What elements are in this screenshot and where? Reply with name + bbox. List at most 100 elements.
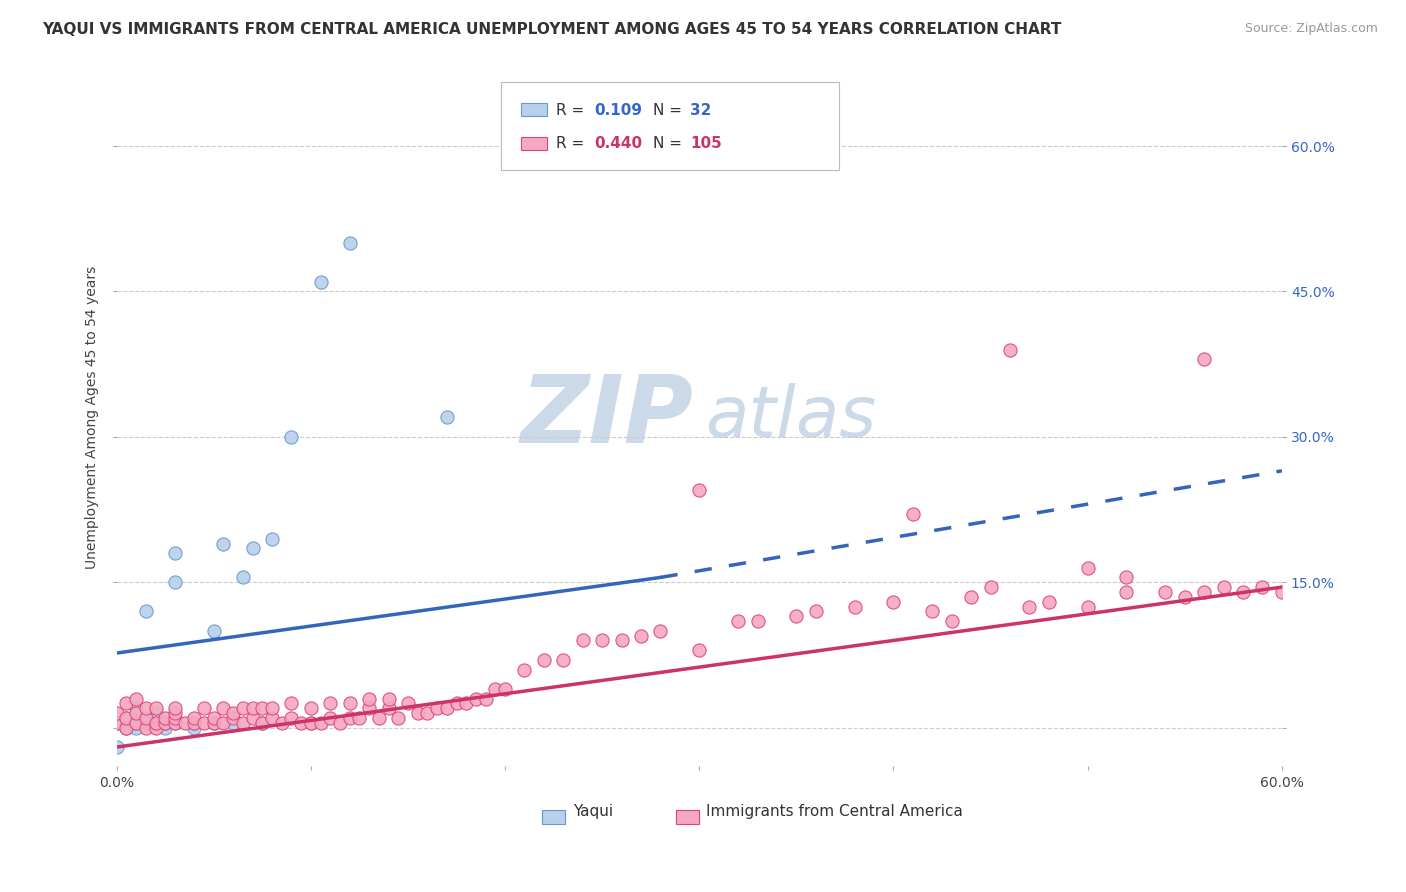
Text: 105: 105	[690, 136, 721, 152]
Point	[163, 715, 186, 730]
Point	[309, 275, 332, 289]
Point	[193, 701, 215, 715]
Point	[299, 715, 322, 730]
Point	[193, 715, 215, 730]
Point	[513, 663, 536, 677]
Point	[280, 711, 302, 725]
Point	[446, 697, 468, 711]
Point	[1077, 560, 1099, 574]
Point	[1154, 585, 1177, 599]
Point	[591, 633, 613, 648]
Point	[299, 701, 322, 715]
Text: Source: ZipAtlas.com: Source: ZipAtlas.com	[1244, 22, 1378, 36]
Point	[202, 711, 225, 725]
Point	[339, 711, 361, 725]
Text: Yaqui: Yaqui	[574, 805, 613, 820]
Point	[183, 715, 205, 730]
Point	[115, 721, 138, 735]
Point	[145, 701, 167, 715]
Point	[747, 614, 769, 628]
Point	[163, 546, 186, 560]
Point	[299, 715, 322, 730]
Point	[882, 595, 904, 609]
Point	[436, 410, 458, 425]
Point	[436, 701, 458, 715]
Point	[232, 701, 254, 715]
Text: Immigrants from Central America: Immigrants from Central America	[706, 805, 963, 820]
Point	[1115, 570, 1137, 584]
FancyBboxPatch shape	[676, 811, 699, 824]
Point	[212, 536, 235, 550]
Point	[105, 706, 128, 721]
Point	[222, 715, 245, 730]
Point	[212, 715, 235, 730]
Point	[163, 715, 186, 730]
Point	[533, 653, 555, 667]
Point	[125, 691, 148, 706]
Point	[804, 604, 827, 618]
Point	[242, 541, 264, 556]
Point	[280, 697, 302, 711]
Point	[135, 711, 157, 725]
Point	[115, 711, 138, 725]
Point	[396, 697, 419, 711]
Point	[260, 711, 283, 725]
Point	[484, 681, 506, 696]
Point	[727, 614, 749, 628]
Point	[474, 691, 496, 706]
Point	[377, 701, 399, 715]
Point	[183, 715, 205, 730]
FancyBboxPatch shape	[501, 82, 839, 169]
Point	[183, 711, 205, 725]
FancyBboxPatch shape	[522, 136, 547, 150]
Point	[183, 721, 205, 735]
Point	[960, 590, 983, 604]
Point	[163, 701, 186, 715]
Point	[222, 706, 245, 721]
Point	[387, 711, 409, 725]
Point	[135, 604, 157, 618]
FancyBboxPatch shape	[541, 811, 565, 824]
Point	[252, 701, 274, 715]
Point	[135, 721, 157, 735]
Y-axis label: Unemployment Among Ages 45 to 54 years: Unemployment Among Ages 45 to 54 years	[86, 266, 100, 569]
Point	[135, 715, 157, 730]
Point	[367, 711, 389, 725]
Point	[260, 532, 283, 546]
Point	[222, 711, 245, 725]
Point	[202, 624, 225, 638]
Point	[1232, 585, 1254, 599]
Point	[610, 633, 633, 648]
Point	[359, 701, 381, 715]
Point	[349, 711, 371, 725]
Point	[1174, 590, 1197, 604]
Point	[571, 633, 593, 648]
Point	[145, 721, 167, 735]
Point	[785, 609, 807, 624]
Point	[921, 604, 943, 618]
Point	[125, 701, 148, 715]
Point	[135, 701, 157, 715]
Point	[232, 715, 254, 730]
Point	[242, 711, 264, 725]
Point	[456, 697, 478, 711]
Point	[941, 614, 963, 628]
Point	[416, 706, 439, 721]
Point	[145, 711, 167, 725]
Point	[688, 643, 710, 657]
Point	[844, 599, 866, 614]
Point	[232, 570, 254, 584]
Point	[155, 715, 177, 730]
Point	[163, 706, 186, 721]
Point	[377, 691, 399, 706]
Point	[1192, 585, 1215, 599]
Point	[252, 715, 274, 730]
Point	[290, 715, 312, 730]
Point	[280, 430, 302, 444]
Point	[494, 681, 516, 696]
Point	[339, 697, 361, 711]
Point	[270, 715, 292, 730]
Text: 32: 32	[690, 103, 711, 118]
Point	[319, 697, 342, 711]
Point	[125, 715, 148, 730]
